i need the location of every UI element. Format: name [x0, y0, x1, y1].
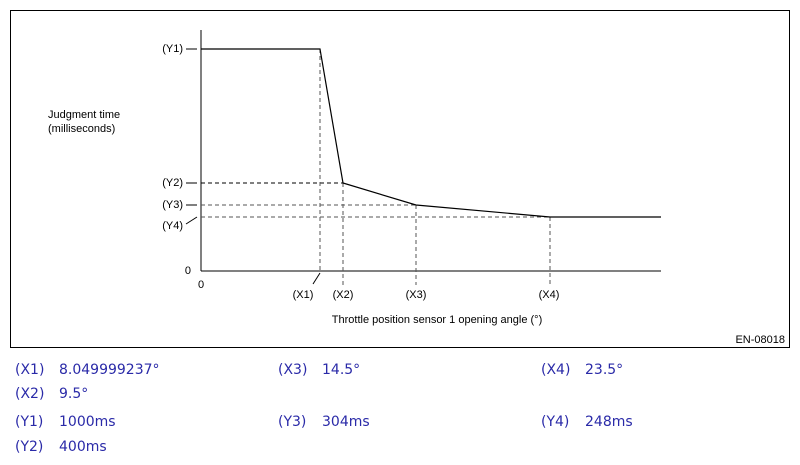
x-marker: (X4) — [539, 289, 560, 301]
spec-item: (X1) 8.049999237° — [15, 362, 160, 378]
x-marker: (X3) — [406, 289, 427, 301]
guides — [201, 48, 551, 285]
y-marker: (Y1) — [162, 43, 183, 55]
spec-value: 9.5° — [59, 386, 89, 402]
spec-value: 8.049999237° — [59, 362, 160, 378]
diagram: Judgment time (milliseconds) (Y1) (Y2) (… — [10, 10, 790, 348]
spec-item: (Y1) 1000ms — [15, 414, 116, 430]
spec-item: (Y3) 304ms — [278, 414, 370, 430]
origin-x: 0 — [198, 279, 204, 291]
y-axis-label: (milliseconds) — [48, 123, 115, 135]
spec-label: (Y3) — [278, 414, 307, 430]
y-marker: (Y2) — [162, 177, 183, 189]
spec-label: (X4) — [541, 362, 571, 378]
spec-label: (X3) — [278, 362, 308, 378]
spec-item: (X3) 14.5° — [278, 362, 360, 378]
leaders — [185, 48, 321, 285]
spec-value: 248ms — [585, 414, 633, 430]
y-marker: (Y4) — [162, 220, 183, 232]
frame — [10, 10, 790, 348]
spec-label: (X1) — [15, 362, 45, 378]
spec-label: (Y1) — [15, 414, 44, 430]
y-axis-label: Judgment time — [48, 109, 120, 121]
spec-item: (X2) 9.5° — [15, 386, 88, 402]
figure-id: EN-08018 — [735, 334, 785, 346]
y-marker: (Y3) — [162, 199, 183, 211]
spec-label: (X2) — [15, 386, 45, 402]
spec-item: (X4) 23.5° — [541, 362, 623, 378]
x-marker: (X2) — [333, 289, 354, 301]
spec-value: 1000ms — [59, 414, 116, 430]
spec-value: 14.5° — [322, 362, 361, 378]
spec-value: 400ms — [59, 439, 107, 455]
spec-label: (Y4) — [541, 414, 570, 430]
x-marker: (X1) — [293, 289, 314, 301]
spec-label: (Y2) — [15, 439, 44, 455]
x-axis-label: Throttle position sensor 1 opening angle… — [332, 314, 542, 326]
judgment-curve — [201, 48, 661, 218]
spec-item: (Y2) 400ms — [15, 439, 107, 455]
spec-item: (Y4) 248ms — [541, 414, 633, 430]
origin-y: 0 — [185, 265, 191, 277]
spec-value: 23.5° — [585, 362, 624, 378]
spec-value: 304ms — [322, 414, 370, 430]
